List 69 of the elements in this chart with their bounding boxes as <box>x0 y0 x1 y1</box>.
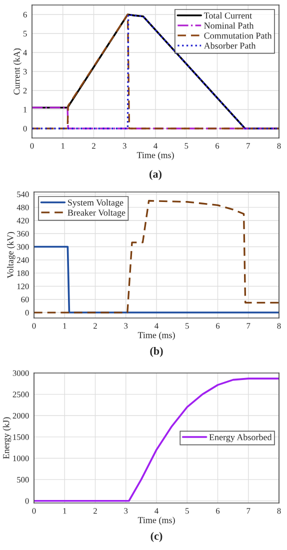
x-tick-label: 5 <box>186 508 189 514</box>
y-tick-label: 540 <box>17 192 29 198</box>
y-tick-label: 300 <box>17 244 29 250</box>
line-series <box>32 14 279 130</box>
text: (b) <box>150 346 163 358</box>
y-tick-label: 480 <box>16 204 29 210</box>
y-tick-label: 0 <box>25 310 29 316</box>
x-tick-label: 4 <box>154 508 158 514</box>
text: (c) <box>150 532 162 542</box>
x-tick-label: 2 <box>92 143 96 149</box>
y-tick-label: 4 <box>23 50 28 56</box>
y-tick-label: 120 <box>17 284 29 290</box>
line-series <box>34 200 279 314</box>
x-tick-label: 3 <box>124 508 128 514</box>
y-tick-label: 360 <box>17 230 29 237</box>
y-axis-title: Current (kA) <box>13 48 22 95</box>
x-tick-label: 8 <box>277 143 281 149</box>
y-tick-label: 3 <box>23 68 27 74</box>
y-tick-label: 240 <box>17 257 29 263</box>
legend-label: Total Current <box>204 12 252 19</box>
y-tick-label: 1 <box>24 106 27 112</box>
x-tick-label: 0 <box>30 143 34 149</box>
x-tick-label: 1 <box>63 508 66 514</box>
x-tick-label: 5 <box>186 323 189 329</box>
legend-label: Energy Absorbed <box>209 434 272 442</box>
y-tick-label: 2500 <box>12 392 29 398</box>
y-tick-label: 60 <box>21 296 29 302</box>
y-tick-label: 1500 <box>13 434 29 440</box>
legend-label: System Voltage <box>68 199 124 208</box>
y-tick-label: 6 <box>23 12 27 18</box>
x-tick-label: 5 <box>184 143 188 149</box>
legend-label: Nominal Path <box>204 22 254 29</box>
y-tick-label: 500 <box>17 476 29 483</box>
y-tick-label: 0 <box>25 498 29 504</box>
y-tick-label: 0 <box>23 126 27 132</box>
legend-label: Breaker Voltage <box>68 209 126 218</box>
y-tick-label: 2 <box>23 88 27 94</box>
x-tick-label: 2 <box>94 508 97 514</box>
x-tick-label: 1 <box>62 143 64 149</box>
x-tick-label: 1 <box>63 323 66 329</box>
y-tick-label: 5 <box>23 30 27 36</box>
text: (a) <box>150 170 162 180</box>
x-tick-label: 4 <box>154 143 158 149</box>
x-axis-title: Time (ms) <box>138 332 175 340</box>
x-tick-label: 3 <box>124 323 128 329</box>
x-axis-title: Time (ms) <box>136 152 174 160</box>
x-tick-label: 7 <box>246 143 250 149</box>
x-tick-label: 4 <box>154 323 158 329</box>
x-axis-title: Time (ms) <box>138 516 175 525</box>
y-tick-label: 180 <box>17 270 29 276</box>
x-tick-label: 6 <box>216 323 220 329</box>
y-tick-label: 2000 <box>12 412 29 419</box>
x-tick-label: 6 <box>216 508 220 514</box>
x-tick-label: 7 <box>246 508 250 514</box>
x-tick-label: 8 <box>277 323 281 329</box>
x-tick-label: 8 <box>277 508 281 514</box>
x-tick-label: 3 <box>122 143 126 149</box>
legend-label: Commutation Path <box>204 32 272 39</box>
y-axis-title: Energy (kJ) <box>2 417 12 459</box>
y-tick-label: 3000 <box>12 370 29 376</box>
y-tick-label: 1000 <box>13 456 29 462</box>
x-tick-label: 7 <box>246 323 250 329</box>
y-tick-label: 420 <box>16 218 29 224</box>
x-tick-label: 6 <box>216 143 220 149</box>
x-tick-label: 2 <box>94 323 97 329</box>
x-tick-label: 0 <box>32 323 36 329</box>
legend-label: Absorber Path <box>204 42 256 49</box>
y-axis-title: Voltage (kV) <box>7 232 16 278</box>
x-tick-label: 0 <box>32 508 36 514</box>
